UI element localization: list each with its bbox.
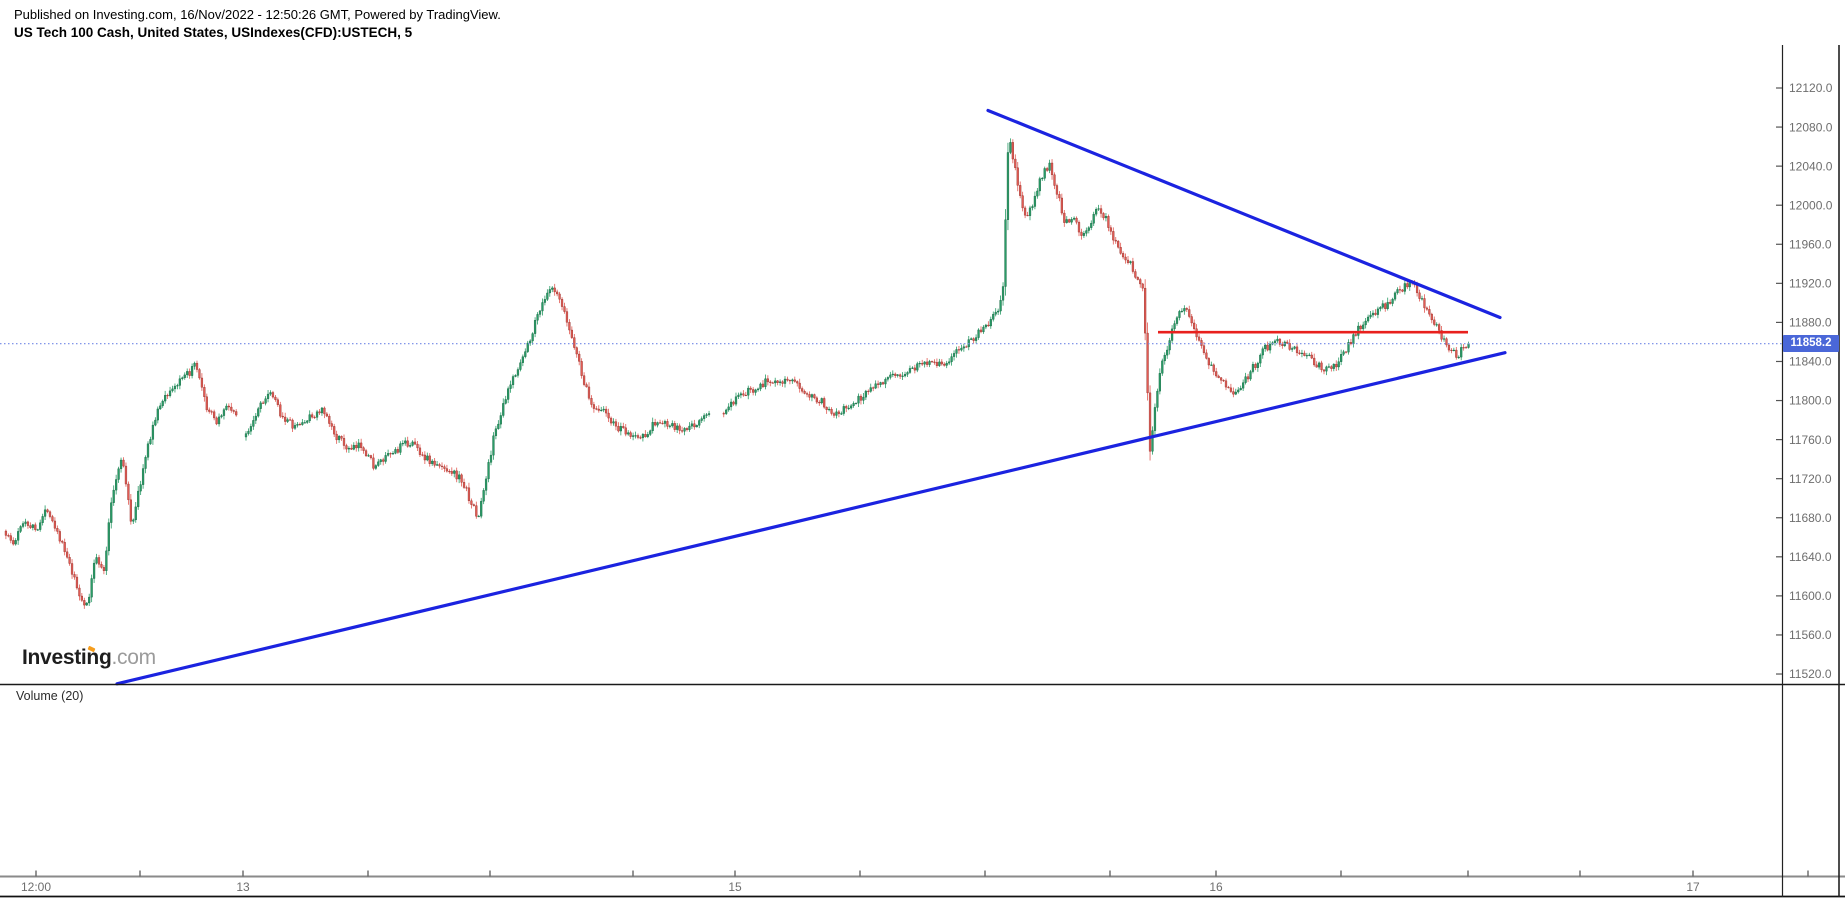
price-tick-label: 11840.0	[1789, 355, 1832, 369]
published-banner: Published on Investing.com, 16/Nov/2022 …	[14, 7, 501, 22]
price-tick-label: 11520.0	[1789, 667, 1832, 681]
descending-trendline	[986, 108, 1502, 320]
price-tick-label: 12120.0	[1789, 81, 1833, 95]
price-tick-label: 11560.0	[1789, 628, 1832, 642]
time-tick-label: 17	[1686, 880, 1700, 894]
price-tick-label: 12080.0	[1789, 120, 1833, 134]
investing-logo: Investing.com	[22, 645, 156, 670]
time-tick-label: 15	[728, 880, 742, 894]
time-tick-label: 12:00	[21, 880, 51, 894]
time-tick-label: 16	[1209, 880, 1223, 894]
instrument-title: US Tech 100 Cash, United States, USIndex…	[14, 25, 413, 40]
price-tick-label: 11880.0	[1789, 316, 1832, 330]
price-tick-label: 11920.0	[1789, 277, 1832, 291]
logo-text: Investing	[22, 646, 112, 669]
up-candle-bodies	[14, 142, 1470, 606]
price-tick-label: 11960.0	[1789, 237, 1832, 251]
price-tick-label: 11680.0	[1789, 511, 1832, 525]
price-tick-label: 12000.0	[1789, 198, 1833, 212]
price-tick-label: 11640.0	[1789, 550, 1832, 564]
logo-suffix: .com	[111, 646, 156, 669]
price-tick-label: 11800.0	[1789, 394, 1832, 408]
price-tick-label: 11600.0	[1789, 589, 1832, 603]
price-tick-label: 11720.0	[1789, 472, 1832, 486]
down-candle-wicks	[5, 139, 1467, 609]
down-candle-bodies	[4, 142, 1468, 606]
price-tick-label: 12040.0	[1789, 159, 1833, 173]
ascending-trendline	[115, 351, 1507, 686]
time-tick-label: 13	[236, 880, 250, 894]
price-tick-label: 11760.0	[1789, 433, 1832, 447]
volume-indicator-label: Volume (20)	[16, 689, 84, 703]
current-price-badge: 11858.2	[1783, 335, 1839, 352]
